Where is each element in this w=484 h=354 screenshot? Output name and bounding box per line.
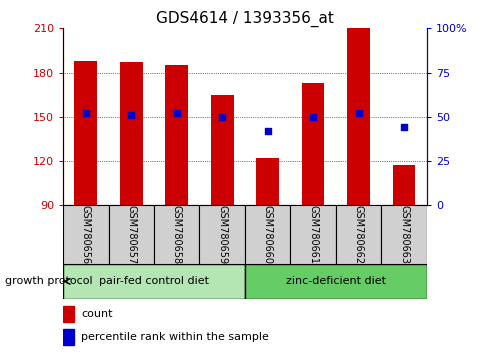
Point — [399, 125, 407, 130]
Point — [82, 110, 90, 116]
Bar — [63, 264, 244, 299]
Point — [127, 112, 135, 118]
Title: GDS4614 / 1393356_at: GDS4614 / 1393356_at — [156, 11, 333, 27]
Point — [263, 128, 271, 134]
Text: pair-fed control diet: pair-fed control diet — [99, 276, 209, 286]
Bar — [63, 329, 74, 345]
Point — [172, 110, 180, 116]
Bar — [301, 83, 324, 205]
Text: GSM780659: GSM780659 — [217, 205, 227, 264]
Bar — [63, 306, 74, 321]
Text: GSM780662: GSM780662 — [353, 205, 363, 264]
Bar — [120, 62, 142, 205]
Bar — [335, 205, 380, 264]
Text: GSM780660: GSM780660 — [262, 205, 272, 264]
Text: count: count — [81, 309, 112, 319]
Text: percentile rank within the sample: percentile rank within the sample — [81, 332, 269, 342]
Bar — [392, 166, 415, 205]
Bar — [153, 205, 199, 264]
Bar — [256, 158, 278, 205]
Bar — [380, 205, 426, 264]
Bar — [244, 205, 290, 264]
Text: GSM780661: GSM780661 — [307, 205, 318, 264]
Bar — [290, 205, 335, 264]
Bar — [199, 205, 244, 264]
Text: GSM780658: GSM780658 — [171, 205, 182, 264]
Bar — [108, 205, 153, 264]
Point — [218, 114, 226, 120]
Bar — [244, 264, 426, 299]
Bar — [211, 95, 233, 205]
Text: GSM780656: GSM780656 — [81, 205, 91, 264]
Point — [309, 114, 317, 120]
Text: zinc-deficient diet: zinc-deficient diet — [285, 276, 385, 286]
Bar — [347, 28, 369, 205]
Bar — [63, 205, 108, 264]
Bar — [74, 61, 97, 205]
Text: GSM780657: GSM780657 — [126, 205, 136, 264]
Text: GSM780663: GSM780663 — [398, 205, 408, 264]
Point — [354, 110, 362, 116]
Text: growth protocol: growth protocol — [5, 276, 92, 286]
Bar — [165, 65, 188, 205]
